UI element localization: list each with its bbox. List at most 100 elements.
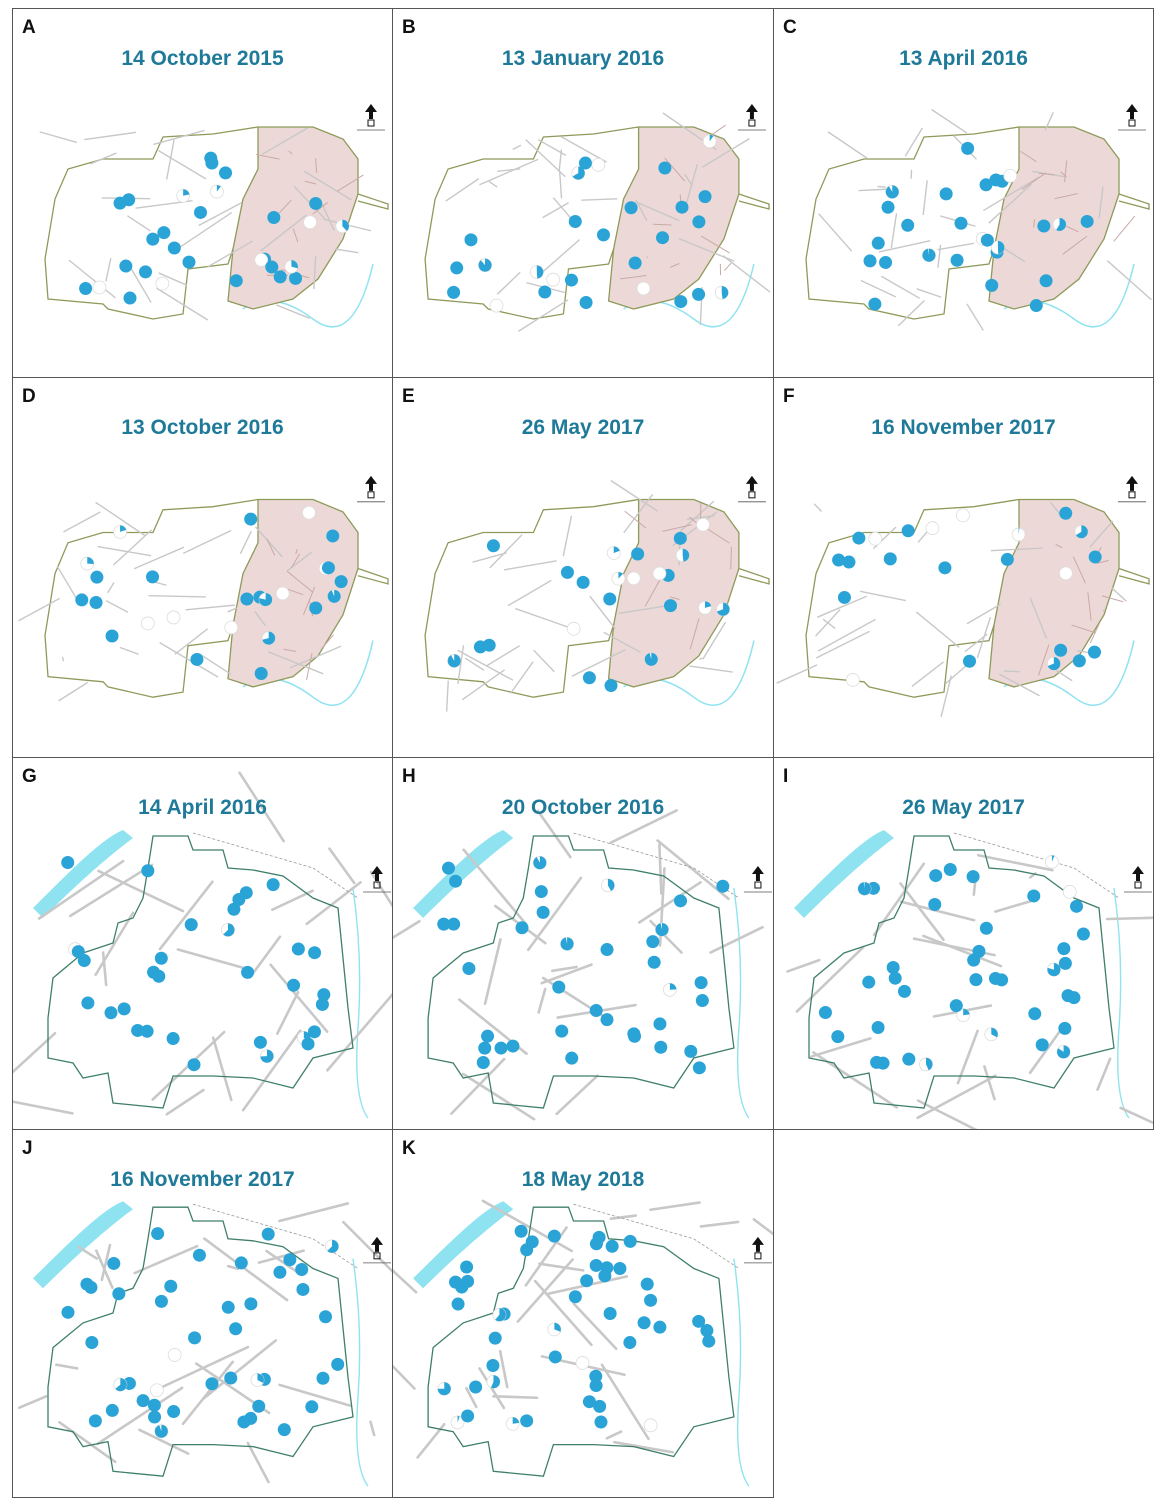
- site-boundary: [44, 498, 259, 698]
- map-marker: [603, 592, 617, 606]
- map-marker: [571, 166, 586, 181]
- road: [966, 603, 1001, 625]
- road: [983, 1065, 996, 1101]
- road: [684, 173, 693, 187]
- road: [479, 158, 539, 186]
- road: [105, 599, 129, 613]
- road: [326, 993, 392, 1072]
- map-marker: [546, 272, 561, 287]
- map-marker: [938, 561, 952, 575]
- road: [156, 287, 209, 321]
- map-marker: [698, 600, 712, 615]
- road: [445, 680, 449, 712]
- map-marker: [489, 298, 504, 313]
- road: [1020, 150, 1037, 163]
- road: [18, 597, 60, 622]
- map-marker: [113, 524, 127, 539]
- road: [328, 847, 356, 885]
- road: [1089, 622, 1101, 644]
- map-marker: [626, 571, 641, 586]
- map-marker: [1058, 566, 1073, 581]
- map-marker: [229, 1322, 243, 1336]
- map-marker: [317, 988, 331, 1002]
- map-marker: [461, 1409, 475, 1423]
- road: [56, 565, 80, 603]
- road: [288, 150, 293, 155]
- map-marker: [514, 1224, 528, 1238]
- map-marker: [985, 278, 999, 292]
- road: [822, 618, 836, 630]
- map-site-2: [393, 809, 772, 1121]
- map-marker: [961, 141, 975, 155]
- map-marker: [547, 1229, 561, 1243]
- panel-a: A 14 October 2015: [12, 8, 393, 378]
- north-arrow-icon: [1124, 866, 1152, 893]
- map-site-2: [18, 1201, 392, 1487]
- road: [813, 503, 823, 513]
- map-marker: [258, 592, 273, 607]
- road: [709, 124, 727, 137]
- map-marker: [555, 1024, 569, 1038]
- map-marker: [631, 547, 645, 561]
- road: [472, 552, 507, 563]
- map-marker: [309, 601, 323, 615]
- map-marker: [154, 1294, 168, 1308]
- map-marker: [442, 861, 456, 875]
- map-marker: [949, 999, 963, 1013]
- map-marker: [979, 921, 993, 935]
- map-marker: [862, 975, 876, 989]
- road: [289, 645, 342, 669]
- road: [600, 1363, 650, 1441]
- road: [620, 275, 647, 280]
- road: [689, 618, 700, 650]
- map-marker: [700, 1324, 714, 1338]
- road: [369, 870, 392, 908]
- road: [507, 579, 552, 607]
- road: [462, 848, 528, 926]
- map-marker: [260, 1049, 274, 1064]
- road: [542, 202, 569, 219]
- map-marker: [673, 531, 687, 545]
- map-marker: [564, 273, 578, 287]
- road: [653, 223, 672, 226]
- map-marker: [112, 1287, 126, 1301]
- map-marker: [1057, 942, 1071, 956]
- map-marker: [716, 602, 730, 617]
- panel-title: 14 October 2015: [121, 47, 284, 70]
- map-marker: [883, 552, 897, 566]
- map-marker: [579, 296, 593, 310]
- map-marker: [939, 187, 953, 201]
- map-marker: [316, 1371, 330, 1385]
- panel-title: 13 January 2016: [501, 47, 665, 70]
- map-marker: [244, 1297, 258, 1311]
- map-marker: [845, 673, 860, 687]
- map-marker: [488, 1331, 502, 1345]
- road: [589, 595, 616, 630]
- site-boundary: [1118, 193, 1150, 210]
- road: [899, 900, 976, 922]
- map-marker: [956, 508, 970, 523]
- road: [261, 127, 308, 155]
- road: [603, 631, 641, 653]
- road: [810, 1037, 872, 1058]
- map-marker: [640, 1277, 654, 1291]
- road: [897, 299, 925, 327]
- road: [248, 935, 282, 979]
- map-marker: [879, 255, 893, 269]
- map-marker: [696, 517, 710, 532]
- map-marker: [956, 1008, 971, 1023]
- map-marker: [600, 1013, 614, 1027]
- road: [998, 673, 1040, 697]
- map-marker: [1058, 956, 1072, 970]
- road: [461, 669, 505, 701]
- map-marker: [447, 653, 462, 668]
- road: [613, 1440, 674, 1454]
- map-marker: [462, 961, 476, 975]
- road: [202, 1237, 289, 1302]
- site-boundary: [808, 835, 1115, 1109]
- map-marker: [966, 870, 980, 884]
- road: [931, 108, 968, 134]
- map-marker: [1028, 1007, 1042, 1021]
- road: [148, 594, 206, 598]
- map-marker: [113, 196, 127, 210]
